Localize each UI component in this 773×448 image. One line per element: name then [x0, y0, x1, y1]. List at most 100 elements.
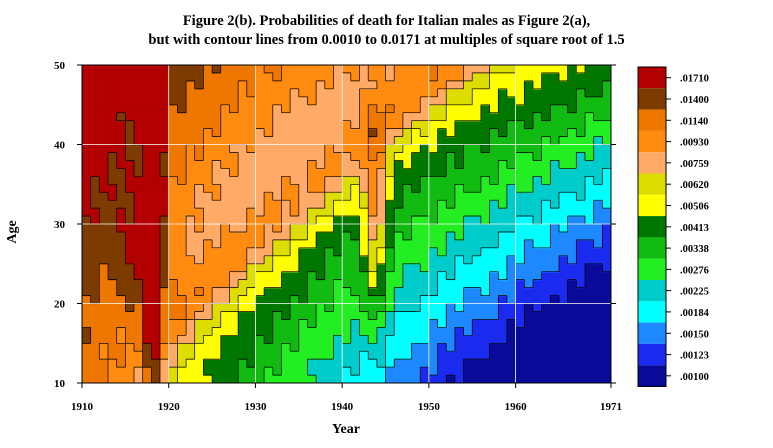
heatmap-cell — [515, 335, 525, 344]
heatmap-cell — [151, 184, 161, 193]
legend-label: .00225 — [680, 287, 709, 298]
heatmap-cell — [368, 231, 378, 241]
heatmap-cell — [333, 255, 343, 265]
heatmap-cell — [550, 343, 560, 352]
legend-swatch — [638, 67, 666, 89]
heatmap-cell — [385, 303, 395, 313]
heatmap-cell — [168, 104, 178, 114]
x-tick-label: 1960 — [505, 401, 528, 413]
heatmap-cell — [264, 168, 274, 177]
heatmap-cell — [142, 192, 152, 201]
heatmap-cell — [203, 295, 213, 305]
heatmap-cell — [402, 136, 413, 146]
heatmap-cell — [463, 168, 473, 177]
heatmap-cell — [229, 311, 239, 320]
heatmap-cell — [290, 104, 300, 114]
heatmap-cell — [134, 359, 144, 368]
heatmap-cell — [376, 295, 387, 305]
heatmap-cell — [402, 224, 413, 233]
heatmap-cell — [82, 239, 92, 249]
heatmap-cell — [82, 311, 92, 320]
heatmap-cell — [402, 176, 413, 185]
heatmap-cell — [316, 271, 326, 281]
heatmap-cell — [281, 216, 291, 225]
heatmap-cell — [298, 263, 309, 273]
heatmap-cell — [177, 351, 187, 360]
heatmap-cell — [316, 176, 326, 185]
heatmap-cell — [229, 231, 239, 241]
heatmap-cell — [506, 208, 517, 217]
heatmap-cell — [359, 200, 369, 209]
heatmap-cell — [160, 327, 170, 336]
heatmap-cell — [134, 279, 144, 289]
heatmap-cell — [194, 72, 205, 82]
heatmap-cell — [480, 176, 491, 185]
heatmap-cell — [368, 208, 378, 217]
heatmap-cell — [584, 343, 595, 352]
heatmap-cell — [168, 72, 178, 82]
heatmap-cell — [168, 176, 178, 185]
heatmap-cell — [298, 88, 309, 98]
heatmap-cell — [437, 80, 447, 90]
heatmap-cell — [203, 176, 213, 185]
heatmap-cell — [350, 136, 361, 146]
heatmap-cell — [134, 335, 144, 344]
heatmap-cell — [368, 216, 378, 225]
heatmap-cell — [212, 319, 222, 328]
heatmap-cell — [151, 88, 161, 98]
heatmap-cell — [82, 303, 92, 313]
heatmap-cell — [342, 319, 352, 328]
heatmap-cell — [350, 343, 361, 352]
heatmap-cell — [264, 239, 274, 249]
legend-swatch — [638, 194, 666, 217]
heatmap-cell — [264, 136, 274, 146]
heatmap-cell — [428, 311, 439, 320]
heatmap-cell — [307, 311, 317, 320]
heatmap-cell — [368, 160, 378, 169]
heatmap-cell — [515, 367, 525, 376]
heatmap-cell — [385, 287, 395, 297]
heatmap-cell — [558, 295, 569, 305]
heatmap-cell — [376, 184, 387, 193]
heatmap-cell — [82, 176, 92, 185]
heatmap-cell — [394, 96, 404, 106]
heatmap-cell — [82, 208, 92, 217]
heatmap-cell — [420, 247, 430, 257]
heatmap-cell — [532, 160, 543, 169]
heatmap-cell — [359, 176, 369, 185]
heatmap-cell — [584, 72, 595, 82]
heatmap-cell — [342, 120, 352, 130]
heatmap-cell — [368, 311, 378, 320]
heatmap-cell — [602, 176, 611, 185]
heatmap-cell — [177, 160, 187, 169]
heatmap-cell — [168, 279, 178, 289]
heatmap-cell — [602, 88, 611, 98]
heatmap-cell — [593, 287, 603, 297]
heatmap-cell — [342, 88, 352, 98]
heatmap-cell — [463, 120, 473, 130]
heatmap-cell — [342, 152, 352, 161]
heatmap-cell — [480, 88, 491, 98]
heatmap-cell — [212, 80, 222, 90]
heatmap-cell — [376, 351, 387, 360]
heatmap-cell — [446, 335, 456, 344]
heatmap-cell — [324, 200, 335, 209]
heatmap-cell — [220, 343, 231, 352]
legend-label: .00338 — [680, 244, 709, 255]
heatmap-cell — [316, 192, 326, 201]
heatmap-cell — [472, 192, 482, 201]
heatmap-cell — [602, 279, 611, 289]
heatmap-cell — [454, 319, 465, 328]
heatmap-cell — [177, 216, 187, 225]
heatmap-cell — [99, 65, 109, 74]
heatmap-cell — [376, 104, 387, 114]
heatmap-cell — [454, 375, 465, 383]
heatmap-cell — [324, 65, 335, 74]
heatmap-cell — [558, 65, 569, 74]
heatmap-cell — [264, 351, 274, 360]
heatmap-cell — [142, 224, 152, 233]
heatmap-cell — [307, 88, 317, 98]
heatmap-cell — [446, 136, 456, 146]
heatmap-cell — [272, 367, 283, 376]
heatmap-cell — [506, 319, 517, 328]
